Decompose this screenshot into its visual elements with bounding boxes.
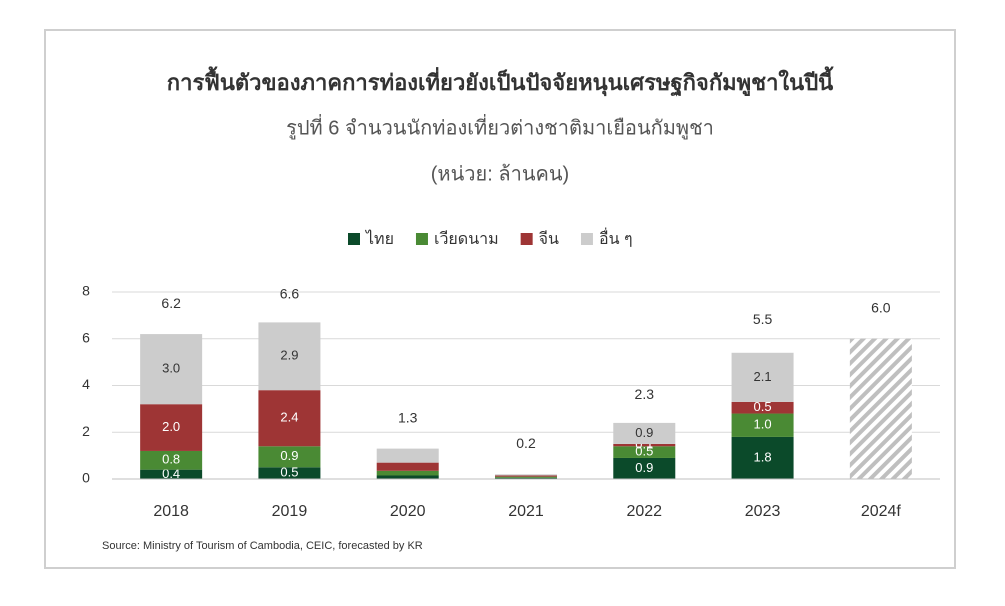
- value-label: 2.4: [280, 410, 298, 425]
- total-label: 6.2: [161, 295, 181, 311]
- value-label: 0.5: [635, 444, 653, 459]
- x-tick-label: 2019: [272, 503, 308, 520]
- legend-label: เวียดนาม: [434, 230, 499, 248]
- y-tick-label: 4: [82, 376, 90, 392]
- bar-segment: [731, 401, 794, 414]
- total-label: 5.5: [753, 311, 773, 327]
- bar-segment: [495, 477, 557, 479]
- total-label: 6.6: [280, 285, 300, 301]
- legend-swatch: [415, 233, 428, 245]
- value-label: 1.8: [754, 449, 772, 464]
- value-label: 0.5: [754, 399, 772, 414]
- bar-segment: [258, 467, 321, 479]
- value-label: 0.5: [280, 465, 298, 480]
- bar-segment: [495, 476, 557, 478]
- y-tick-label: 2: [82, 423, 90, 439]
- bar-segment: [376, 462, 439, 471]
- x-tick-label: 2021: [508, 503, 544, 520]
- value-label: 0.8: [162, 452, 180, 467]
- legend-label: จีน: [539, 230, 559, 248]
- bar-segment: [376, 475, 439, 479]
- x-tick-label: 2023: [745, 503, 781, 520]
- bar-segment: [258, 322, 321, 391]
- value-label: 2.9: [280, 348, 298, 363]
- legend-label: ไทย: [364, 229, 394, 248]
- forecast-bar: [849, 338, 912, 479]
- bar-segment: [376, 448, 439, 463]
- bar-segment: [731, 352, 794, 402]
- bar-segment: [731, 413, 794, 437]
- source: Source: Ministry of Tourism of Cambodia,…: [102, 540, 423, 552]
- value-label: 3.0: [162, 361, 180, 376]
- bar-segment: [140, 469, 203, 479]
- x-tick-label: 2018: [153, 503, 189, 520]
- x-tick-label: 2022: [626, 503, 662, 520]
- legend-swatch: [520, 233, 533, 245]
- legend-label: อื่น ๆ: [599, 227, 633, 248]
- y-tick-label: 0: [82, 470, 90, 486]
- y-tick-label: 6: [82, 329, 90, 345]
- value-label: 2.0: [162, 419, 180, 434]
- frame: [44, 29, 956, 569]
- x-tick-label: 2024f: [861, 503, 902, 520]
- legend-swatch: [348, 233, 360, 245]
- bar-segment: [258, 390, 321, 447]
- bar-segment: [613, 446, 676, 458]
- bar-segment: [258, 446, 321, 468]
- total-label: 2.3: [635, 386, 655, 402]
- bar-segment: [613, 443, 676, 447]
- bar-segment: [140, 404, 203, 451]
- bar-segment: [376, 470, 439, 476]
- bar-segment: [613, 422, 676, 444]
- bar-segment: [495, 474, 557, 476]
- total-label: 0.2: [516, 435, 536, 451]
- total-label: 6.0: [871, 299, 891, 315]
- unit-label: (หน่วย: ล้านคน): [431, 163, 569, 185]
- value-label: 0.9: [635, 460, 653, 475]
- value-label: 1.0: [754, 417, 772, 432]
- bar-segment: [495, 475, 557, 477]
- x-tick-label: 2020: [390, 503, 426, 520]
- bar-segment: [731, 436, 794, 479]
- chart-subtitle: รูปที่ 6 จำนวนนักท่องเที่ยวต่างชาติมาเยื…: [286, 113, 714, 140]
- chart-title: การฟื้นตัวของภาคการท่องเที่ยวยังเป็นปัจจ…: [167, 66, 835, 97]
- legend-swatch: [580, 233, 593, 245]
- total-label: 1.3: [398, 409, 418, 425]
- bar-segment: [140, 334, 203, 405]
- y-tick-label: 8: [82, 283, 90, 299]
- bar-segment: [140, 450, 203, 470]
- value-label: 0.9: [635, 425, 653, 440]
- bar-segment: [613, 457, 676, 479]
- value-label: 2.1: [754, 369, 772, 384]
- value-label: 0.9: [280, 448, 298, 463]
